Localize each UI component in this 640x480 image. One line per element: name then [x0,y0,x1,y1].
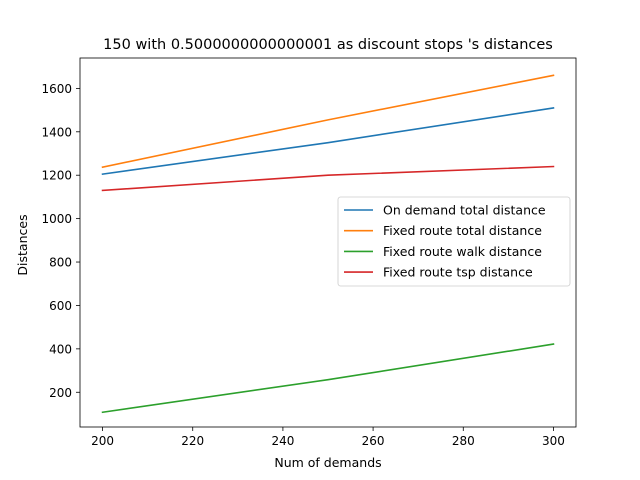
x-axis: 200 220 240 260 280 300 [91,427,565,448]
series-line-1 [101,107,555,176]
y-tick-label: 200 [49,386,72,400]
legend: On demand total distance Fixed route tota… [337,196,571,287]
x-tick-label: 200 [91,434,114,448]
plot-frame [79,57,577,428]
series-lines [101,74,555,414]
legend-label: On demand total distance [383,203,546,218]
chart-title: 150 with 0.5000000000000001 as discount … [103,37,553,53]
y-axis-label: Distances [15,214,30,275]
series-line-4 [101,165,555,192]
series-line-3 [101,343,555,414]
x-axis-label: Num of demands [274,455,381,470]
plot-area [79,57,577,428]
legend-label: Fixed route total distance [383,223,542,238]
x-tick-label: 220 [181,434,204,448]
legend-label: Fixed route walk distance [383,244,542,259]
y-tick-label: 1600 [41,82,72,96]
x-tick-label: 240 [271,434,294,448]
y-tick-label: 1000 [41,212,72,226]
y-tick-label: 800 [49,256,72,270]
x-tick-label: 280 [452,434,475,448]
y-tick-label: 1200 [41,169,72,183]
x-tick-label: 260 [362,434,385,448]
x-tick-label: 300 [542,434,565,448]
y-tick-label: 1400 [41,125,72,139]
series-line-2 [101,74,555,169]
y-axis: 200 400 600 800 1000 1200 1400 1600 [41,82,80,400]
y-tick-label: 400 [49,342,72,356]
legend-label: Fixed route tsp distance [383,265,533,280]
legend-box [337,196,571,287]
y-tick-label: 600 [49,299,72,313]
